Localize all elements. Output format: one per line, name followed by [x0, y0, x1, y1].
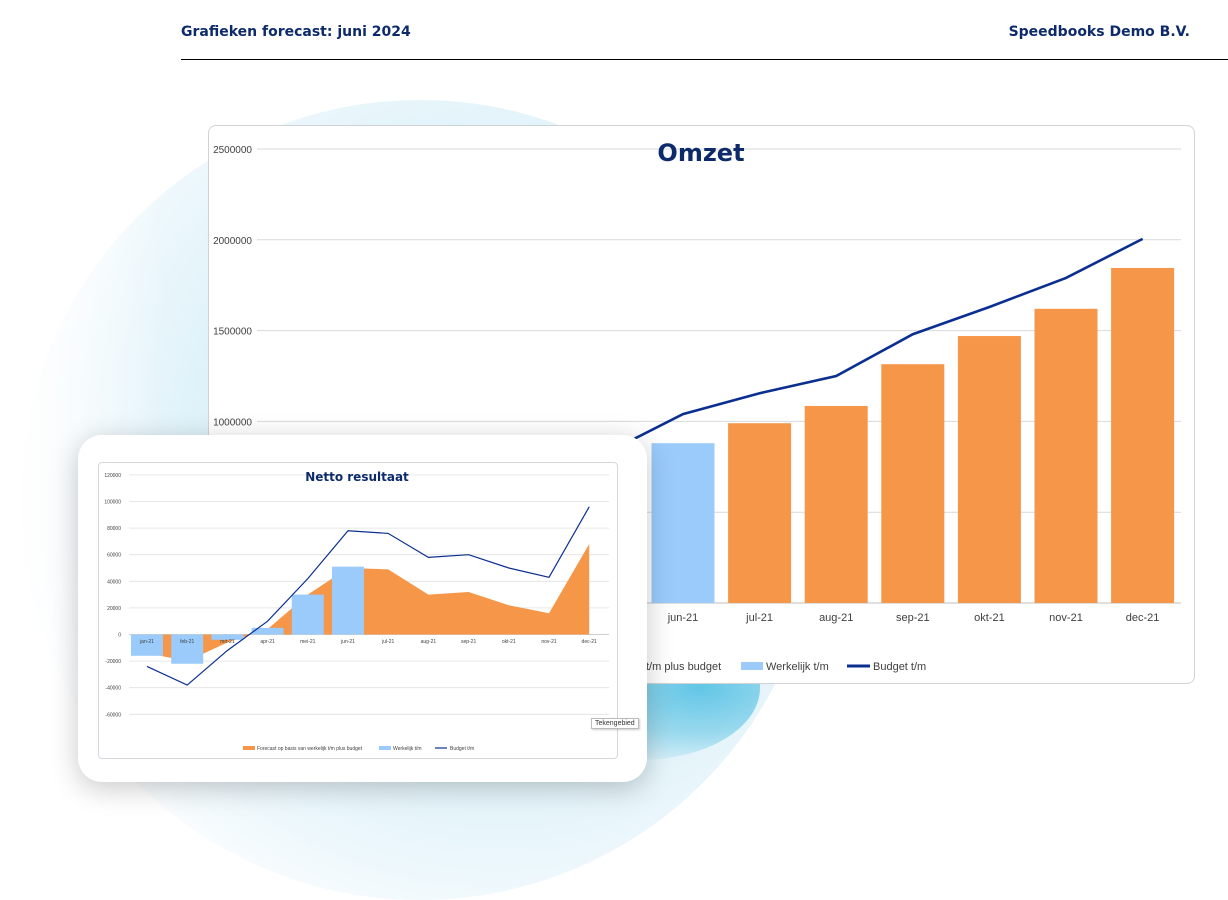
x-tick-label: aug-21	[421, 639, 437, 645]
forecast-bar	[957, 336, 1021, 603]
x-tick-label: jul-21	[381, 639, 394, 645]
legend-swatch-forecast	[243, 746, 255, 750]
x-tick-label: jul-21	[745, 612, 773, 624]
chart-title: Netto resultaat	[305, 470, 409, 484]
legend-swatch-actual	[741, 662, 763, 670]
actual-bar	[291, 594, 324, 635]
forecast-area	[147, 544, 590, 662]
x-tick-label: jan-21	[139, 639, 154, 645]
x-tick-label: nov-21	[541, 639, 557, 645]
x-tick-label: mei-21	[300, 639, 316, 645]
forecast-bar	[1034, 308, 1098, 603]
x-tick-label: apr-21	[260, 639, 275, 645]
legend-label-forecast: t/m plus budget	[646, 661, 721, 673]
y-tick-label: 0	[118, 633, 121, 639]
omzet-chart: 2500000 2000000 1500000 1000000 Omzet jun-21 j…	[213, 139, 1181, 673]
x-tick-label: aug-21	[819, 612, 853, 624]
y-tick-label: 100000	[104, 500, 121, 506]
actual-bar	[251, 627, 284, 635]
legend-swatch-actual	[379, 746, 391, 750]
legend-label-actual: Werkelijk t/m	[393, 746, 422, 752]
x-tick-label: nov-21	[1049, 612, 1083, 624]
x-tick-label: jun-21	[340, 639, 355, 645]
forecast-bar	[728, 423, 792, 603]
y-tick-label: 20000	[107, 606, 121, 612]
legend-label-budget: Budget t/m	[450, 746, 474, 752]
x-tick-label: feb-21	[180, 639, 194, 645]
forecast-bar	[881, 364, 945, 603]
legend-label-forecast: Forecast op basis van werkelijk t/m plus…	[257, 746, 363, 752]
forecast-bar	[804, 405, 868, 603]
actual-bar	[131, 634, 163, 656]
x-tick-label: dec-21	[582, 639, 598, 645]
y-tick-label: 2500000	[213, 145, 252, 156]
x-tick-label: jun-21	[667, 612, 699, 624]
y-tick-label: 80000	[107, 526, 121, 532]
budget-line	[630, 237, 1144, 442]
plot-area-tooltip: Tekengebied	[591, 718, 639, 729]
x-tick-label: mrt-21	[220, 639, 235, 645]
netto-resultaat-plot-frame: 120000 100000 80000 60000 40000 20000 0 -20000 -…	[98, 462, 639, 759]
x-tick-label: dec-21	[1126, 612, 1160, 624]
y-tick-label: -60000	[105, 712, 121, 718]
actual-bar	[651, 443, 715, 603]
company-name: Speedbooks Demo B.V.	[1008, 24, 1190, 40]
y-tick-label: 120000	[104, 473, 121, 479]
forecast-bar	[1111, 267, 1175, 603]
y-tick-label: 60000	[107, 553, 121, 559]
actual-bar	[211, 634, 244, 640]
x-tick-label: okt-21	[502, 639, 516, 645]
y-tick-label: 40000	[107, 579, 121, 585]
y-tick-label: 2000000	[213, 236, 252, 247]
budget-line	[146, 506, 590, 686]
x-tick-label: okt-21	[974, 612, 1005, 624]
y-tick-label: -40000	[105, 686, 121, 692]
netto-resultaat-chart: 120000 100000 80000 60000 40000 20000 0 -20000 -…	[104, 470, 609, 752]
chart-title: Omzet	[657, 139, 744, 167]
x-tick-label: sep-21	[461, 639, 477, 645]
y-tick-label: 1500000	[213, 327, 252, 338]
legend-label-actual: Werkelijk t/m	[766, 661, 829, 673]
y-tick-label: 1000000	[213, 417, 252, 428]
netto-resultaat-card: 120000 100000 80000 60000 40000 20000 0 -20000 -…	[78, 435, 647, 782]
page-title: Grafieken forecast: juni 2024	[181, 24, 411, 40]
legend-label-budget: Budget t/m	[873, 661, 926, 673]
y-tick-label: -20000	[105, 659, 121, 665]
actual-bar	[171, 634, 204, 664]
actual-bar	[332, 566, 364, 635]
x-tick-label: sep-21	[896, 612, 930, 624]
header-divider	[181, 59, 1228, 60]
